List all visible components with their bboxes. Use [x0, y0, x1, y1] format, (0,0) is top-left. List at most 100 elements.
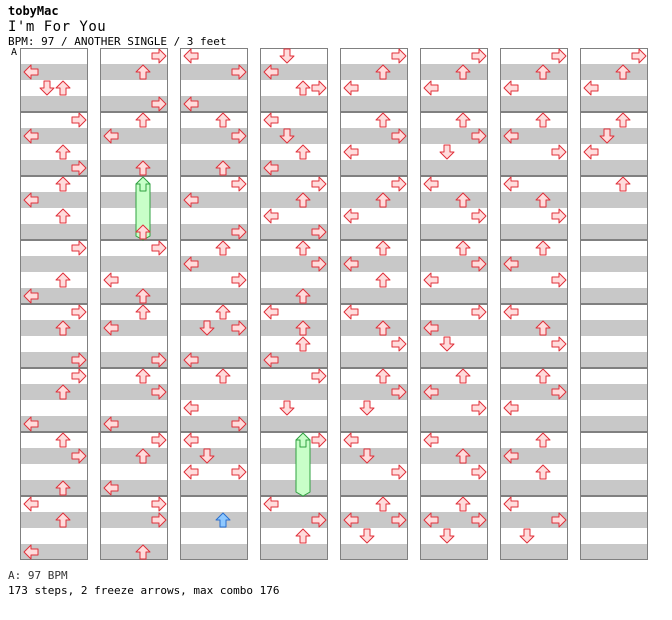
up-arrow-icon	[215, 512, 231, 528]
right-arrow-icon	[551, 336, 567, 352]
right-arrow-icon	[71, 160, 87, 176]
up-arrow-icon	[135, 368, 151, 384]
measure	[420, 496, 488, 560]
up-arrow-icon	[55, 272, 71, 288]
up-arrow-icon	[615, 112, 631, 128]
up-arrow-icon	[295, 336, 311, 352]
left-arrow-icon	[263, 160, 279, 176]
chart-column	[420, 48, 488, 560]
right-arrow-icon	[151, 352, 167, 368]
up-arrow-icon	[375, 320, 391, 336]
up-arrow-icon	[455, 240, 471, 256]
up-arrow-icon	[455, 368, 471, 384]
right-arrow-icon	[151, 512, 167, 528]
left-arrow-icon	[103, 416, 119, 432]
left-arrow-icon	[183, 48, 199, 64]
up-arrow-icon	[535, 432, 551, 448]
down-arrow-icon	[599, 128, 615, 144]
measure	[420, 368, 488, 432]
measure	[100, 112, 168, 176]
right-arrow-icon	[71, 352, 87, 368]
measure	[580, 432, 648, 496]
measure	[580, 240, 648, 304]
up-arrow-icon	[455, 64, 471, 80]
right-arrow-icon	[311, 176, 327, 192]
measure	[500, 176, 568, 240]
up-arrow-icon	[455, 112, 471, 128]
left-arrow-icon	[103, 480, 119, 496]
left-arrow-icon	[183, 464, 199, 480]
up-arrow-icon	[215, 160, 231, 176]
left-arrow-icon	[23, 128, 39, 144]
left-arrow-icon	[423, 432, 439, 448]
chart-column	[100, 48, 168, 560]
measure	[100, 176, 168, 240]
right-arrow-icon	[391, 48, 407, 64]
right-arrow-icon	[71, 368, 87, 384]
right-arrow-icon	[391, 464, 407, 480]
up-arrow-icon	[295, 320, 311, 336]
down-arrow-icon	[439, 144, 455, 160]
measure	[580, 112, 648, 176]
down-arrow-icon	[39, 80, 55, 96]
right-arrow-icon	[231, 320, 247, 336]
up-arrow-icon	[375, 64, 391, 80]
measure	[340, 240, 408, 304]
measure	[420, 240, 488, 304]
up-arrow-icon	[535, 192, 551, 208]
up-arrow-icon	[535, 112, 551, 128]
measure	[420, 112, 488, 176]
measure	[580, 176, 648, 240]
left-arrow-icon	[343, 144, 359, 160]
right-arrow-icon	[551, 272, 567, 288]
footer-bpm: A: 97 BPM	[8, 569, 68, 582]
right-arrow-icon	[231, 64, 247, 80]
measure	[580, 368, 648, 432]
right-arrow-icon	[71, 112, 87, 128]
left-arrow-icon	[503, 400, 519, 416]
up-arrow-icon	[135, 288, 151, 304]
left-arrow-icon	[23, 192, 39, 208]
measure	[500, 112, 568, 176]
up-arrow-icon	[55, 432, 71, 448]
down-arrow-icon	[199, 320, 215, 336]
left-arrow-icon	[23, 496, 39, 512]
up-arrow-icon	[535, 464, 551, 480]
right-arrow-icon	[551, 384, 567, 400]
up-arrow-icon	[135, 160, 151, 176]
up-arrow-icon	[55, 320, 71, 336]
right-arrow-icon	[231, 224, 247, 240]
right-arrow-icon	[311, 432, 327, 448]
measure	[260, 48, 328, 112]
left-arrow-icon	[23, 544, 39, 560]
left-arrow-icon	[263, 496, 279, 512]
left-arrow-icon	[423, 176, 439, 192]
measure	[420, 432, 488, 496]
right-arrow-icon	[151, 96, 167, 112]
left-arrow-icon	[343, 256, 359, 272]
left-arrow-icon	[503, 496, 519, 512]
left-arrow-icon	[23, 416, 39, 432]
chart-column	[500, 48, 568, 560]
right-arrow-icon	[551, 144, 567, 160]
measure	[580, 496, 648, 560]
left-arrow-icon	[103, 128, 119, 144]
right-arrow-icon	[311, 80, 327, 96]
measure	[260, 240, 328, 304]
right-arrow-icon	[71, 448, 87, 464]
down-arrow-icon	[439, 528, 455, 544]
left-arrow-icon	[503, 304, 519, 320]
down-arrow-icon	[199, 448, 215, 464]
down-arrow-icon	[359, 528, 375, 544]
up-arrow-icon	[535, 64, 551, 80]
up-arrow-icon	[215, 368, 231, 384]
right-arrow-icon	[231, 272, 247, 288]
left-arrow-icon	[263, 352, 279, 368]
down-arrow-icon	[279, 48, 295, 64]
up-arrow-icon	[215, 112, 231, 128]
right-arrow-icon	[151, 48, 167, 64]
measure	[580, 48, 648, 112]
up-arrow-icon	[55, 208, 71, 224]
measure	[180, 176, 248, 240]
chart-column	[180, 48, 248, 560]
